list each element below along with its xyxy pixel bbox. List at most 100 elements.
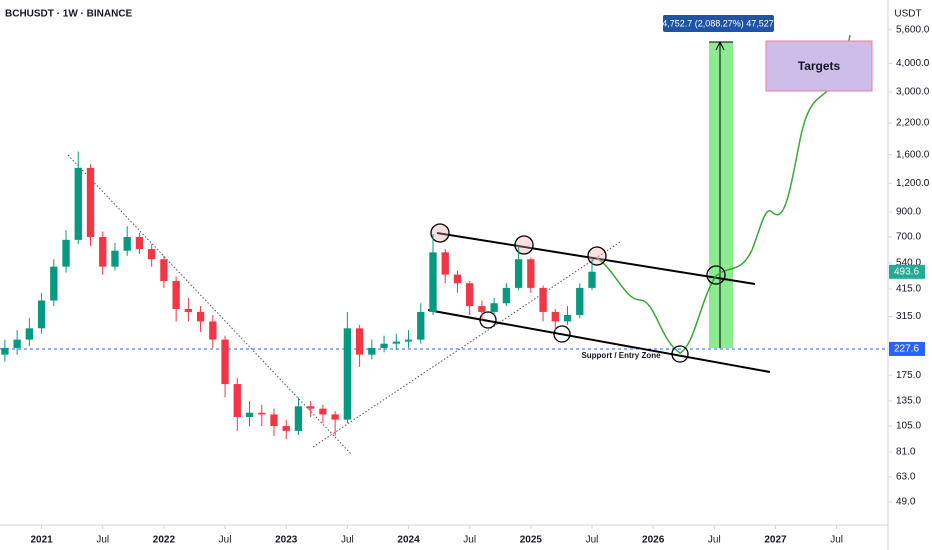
targets-box <box>765 40 873 92</box>
candle-body <box>1 347 9 355</box>
candle-body <box>490 303 498 312</box>
candle-body <box>160 259 168 282</box>
price-labels: 493.6 227.6 <box>889 264 925 356</box>
pivot-circle <box>553 325 571 343</box>
candle-body <box>539 287 547 312</box>
candle-body <box>233 384 241 417</box>
candle-body <box>245 412 254 417</box>
ticks: 49.0 63.0 81.0 105.0 135.0 175.0 315.0 415.0 540… <box>0 24 930 546</box>
candle-body <box>307 406 315 409</box>
support-price-label: 227.6 <box>894 344 919 355</box>
x-tick-label: Jul <box>463 535 476 546</box>
candle-body <box>123 236 131 251</box>
channel-line <box>436 232 756 285</box>
y-tick-label: 5,600.0 <box>896 24 930 35</box>
x-tick-label: Jul <box>708 535 721 546</box>
candle-body <box>148 249 156 260</box>
candle-body <box>74 167 82 240</box>
candle-body <box>466 283 474 307</box>
candle-body <box>135 236 144 250</box>
drawings: Targets Support / Entry Zone 4,752.7 (2,… <box>67 15 873 456</box>
y-tick-label: 49.0 <box>896 497 916 508</box>
candle-body <box>331 414 339 420</box>
chart-title: BCHUSDT · 1W · BINANCE <box>5 9 133 20</box>
pivot-circle <box>706 265 726 285</box>
y-tick-label: 4,000.0 <box>896 58 930 69</box>
candle-body <box>514 259 523 288</box>
candle-body <box>355 328 364 355</box>
candle-body <box>429 252 437 312</box>
y-tick-label: 2,200.0 <box>896 118 930 129</box>
candles <box>1 151 596 440</box>
x-tick-label: 2026 <box>642 535 665 546</box>
candle-body <box>380 343 388 348</box>
candle-body <box>478 306 486 312</box>
candle-body <box>111 250 119 267</box>
x-tick-label: Jul <box>96 535 109 546</box>
candle-body <box>13 339 21 348</box>
y-tick-label: 135.0 <box>896 396 921 407</box>
candle-body <box>209 321 217 340</box>
current-price-label: 493.6 <box>894 266 919 277</box>
y-tick-label: 700.0 <box>896 232 921 243</box>
candle-body <box>453 274 462 284</box>
candle-body <box>319 408 327 415</box>
y-tick-label: 105.0 <box>896 421 921 432</box>
candle-body <box>50 266 58 301</box>
projection-zone <box>709 42 733 348</box>
current-price-box <box>889 264 925 279</box>
candle-body <box>184 308 193 312</box>
candle-body <box>221 339 229 385</box>
axis-unit: USDT <box>894 9 921 20</box>
candle-body <box>258 412 266 415</box>
support-label: Support / Entry Zone <box>581 351 661 360</box>
candle-body <box>99 236 107 267</box>
candle-body <box>441 252 449 275</box>
x-tick-label: Jul <box>341 535 354 546</box>
candle-body <box>576 287 584 315</box>
pivot-circle <box>587 246 607 266</box>
x-tick-label: Jul <box>219 535 232 546</box>
x-tick-label: 2025 <box>520 535 543 546</box>
candle-body <box>343 328 352 420</box>
pivot-circle <box>430 223 450 243</box>
y-tick-label: 81.0 <box>896 447 916 458</box>
candle-body <box>527 259 535 288</box>
candle-body <box>196 311 205 322</box>
x-tick-label: 2024 <box>397 535 420 546</box>
candle-body <box>86 167 95 237</box>
measure-box <box>663 15 774 32</box>
support-price-box <box>889 341 925 356</box>
candle-body <box>37 300 46 329</box>
candle-body <box>392 341 400 344</box>
pivot-circle <box>514 235 534 255</box>
candle-body <box>368 347 376 355</box>
x-tick-label: 2027 <box>764 535 787 546</box>
candle-body <box>404 339 413 342</box>
candle-body <box>502 287 511 304</box>
candle-body <box>25 328 34 340</box>
candle-body <box>270 414 278 427</box>
y-tick-label: 315.0 <box>896 311 921 322</box>
candle-body <box>551 311 559 322</box>
candle-body <box>417 311 425 340</box>
x-tick-label: Jul <box>586 535 599 546</box>
measure-label: 4,752.7 (2,088.27%) 47,527 <box>662 18 774 28</box>
x-tick-label: 2021 <box>30 535 53 546</box>
trend-line <box>67 154 353 456</box>
pivot-circle <box>479 311 497 329</box>
candle-body <box>563 314 572 322</box>
candle-body <box>172 281 180 309</box>
x-tick-label: 2022 <box>153 535 176 546</box>
channel-line <box>427 309 771 373</box>
candle-body <box>588 271 596 288</box>
x-tick-label: 2023 <box>275 535 298 546</box>
y-tick-label: 63.0 <box>896 472 916 483</box>
x-tick-label: Jul <box>830 535 843 546</box>
candle-body <box>282 426 290 431</box>
y-tick-label: 1,200.0 <box>896 178 930 189</box>
candle-body <box>294 406 303 431</box>
y-tick-label: 1,600.0 <box>896 149 930 160</box>
